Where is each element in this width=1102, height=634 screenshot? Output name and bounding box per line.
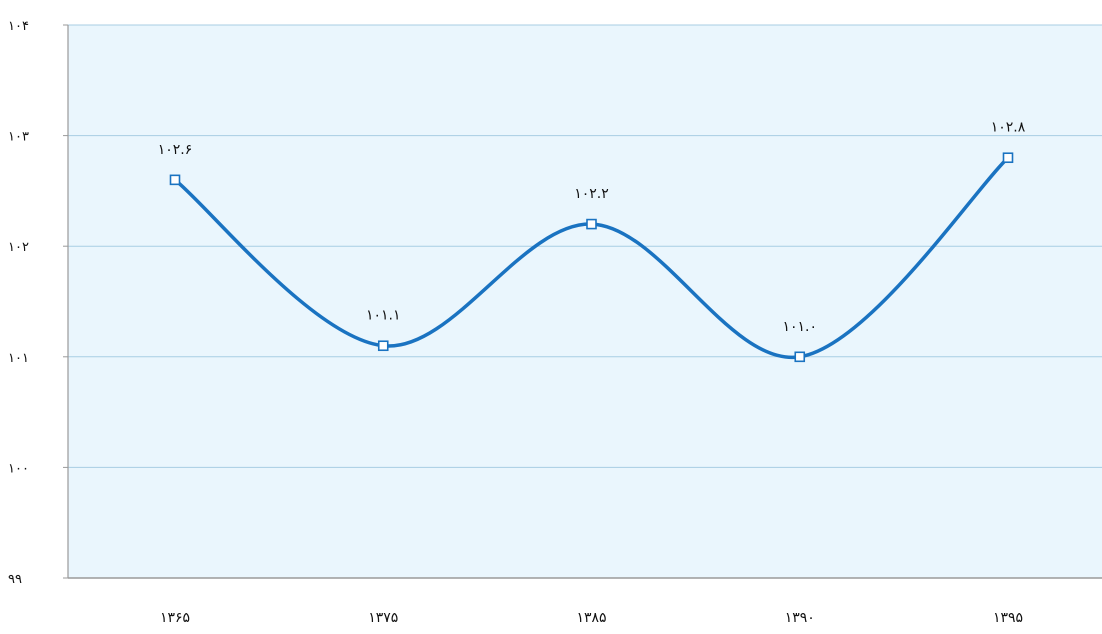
data-point-marker: [377, 340, 389, 352]
axes: [67, 25, 1102, 579]
data-labels: ۱۰۲.۶ ۱۰۱.۱ ۱۰۲.۲ ۱۰۱.۰ ۱۰۲.۸: [158, 120, 1026, 335]
x-tick-label: ۱۳۷۵: [368, 610, 398, 626]
y-tick-label: ۱۰۴: [8, 19, 29, 34]
data-point-marker: [586, 218, 597, 230]
plot-area: [68, 25, 1102, 578]
data-point-marker: [169, 174, 181, 186]
y-tick-label: ۱۰۰: [8, 461, 29, 476]
data-label: ۱۰۲.۲: [574, 186, 609, 202]
data-label: ۱۰۱.۱: [366, 308, 401, 324]
y-tick-label: ۱۰۱: [8, 351, 29, 366]
y-axis-tick-labels: ۹۹ ۱۰۰ ۱۰۱ ۱۰۲ ۱۰۳ ۱۰۴: [8, 19, 29, 587]
x-tick-label: ۱۳۸۵: [576, 610, 606, 626]
y-tick-label: ۱۰۳: [8, 130, 29, 145]
data-label: ۱۰۲.۸: [991, 120, 1026, 136]
data-label: ۱۰۲.۶: [158, 142, 193, 158]
data-markers: [169, 152, 1014, 363]
x-tick-label: ۱۳۶۵: [160, 610, 190, 626]
y-tick-label: ۹۹: [8, 572, 22, 587]
data-point-marker: [1002, 152, 1014, 164]
data-point-marker: [794, 351, 806, 363]
data-label: ۱۰۱.۰: [782, 319, 817, 335]
x-axis-tick-labels: ۱۳۶۵ ۱۳۷۵ ۱۳۸۵ ۱۳۹۰ ۱۳۹۵: [160, 610, 1023, 626]
y-tick-label: ۱۰۲: [8, 240, 29, 255]
x-tick-label: ۱۳۹۵: [993, 610, 1023, 626]
x-tick-label: ۱۳۹۰: [785, 610, 815, 626]
